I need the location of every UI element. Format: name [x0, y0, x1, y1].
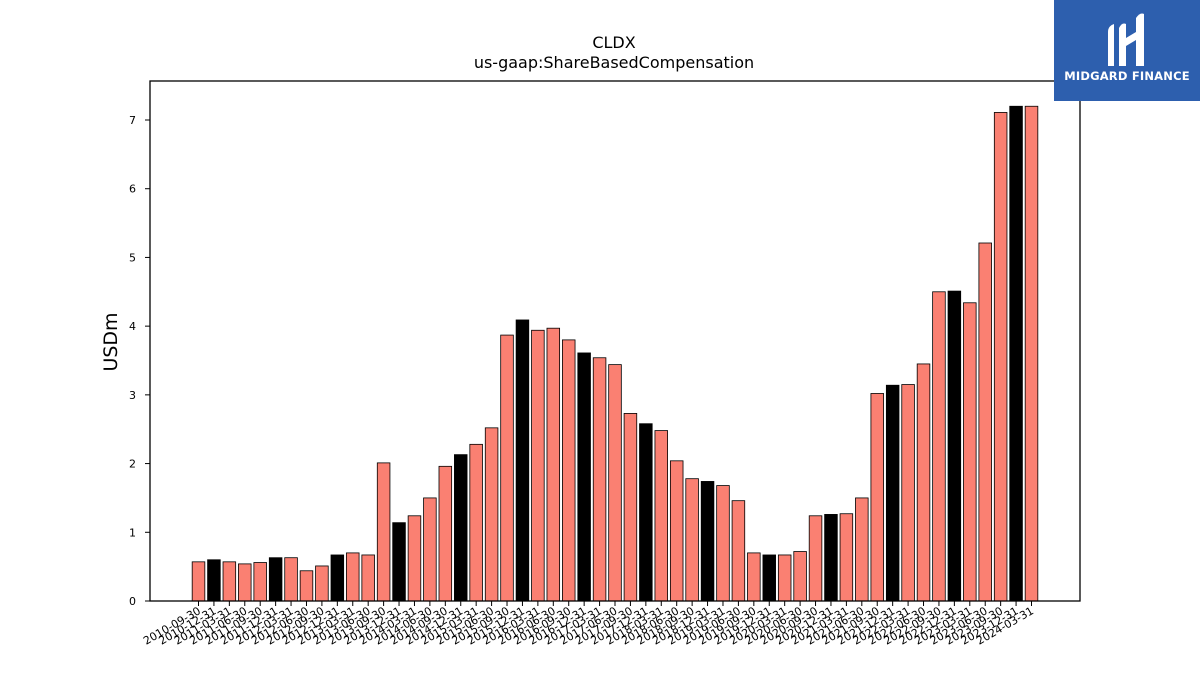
bar-2022-06-30 — [916, 363, 931, 602]
bar-2017-09-30 — [623, 413, 638, 602]
bar-2021-09-30 — [870, 393, 884, 602]
y-tick-label: 3 — [129, 389, 136, 402]
bar-2018-06-30 — [669, 460, 684, 602]
y-tick-label: 5 — [129, 251, 136, 264]
plot-frame — [149, 80, 1081, 602]
bar-2020-06-30 — [793, 551, 807, 602]
bar-2019-03-31 — [716, 485, 730, 602]
y-tick-label: 0 — [129, 595, 136, 608]
bar-2014-12-31 — [454, 454, 468, 602]
bar-2012-06-30 — [299, 570, 314, 602]
bar-2020-03-31 — [777, 554, 792, 602]
bar-2015-06-30 — [484, 427, 499, 602]
bar-2023-09-30 — [993, 112, 1008, 602]
midgard-logo-mark-icon — [1108, 13, 1144, 66]
bar-2021-03-31 — [839, 513, 854, 602]
bar-2018-09-30 — [685, 478, 699, 602]
bar-2014-03-31 — [407, 515, 422, 602]
bar-2012-12-31 — [330, 554, 345, 602]
bar-2010-09-30 — [191, 561, 206, 602]
logo-text: MIDGARD FINANCE — [1064, 69, 1190, 83]
bar-2016-06-30 — [546, 327, 561, 602]
bar-2013-06-30 — [361, 554, 375, 602]
chart-title: CLDX — [592, 33, 635, 52]
bar-2017-12-31 — [639, 423, 653, 602]
bar-2022-09-30 — [932, 291, 946, 602]
bar-2024-03-31 — [1024, 105, 1039, 602]
y-tick-label: 4 — [129, 320, 136, 333]
bar-2012-09-30 — [315, 565, 329, 602]
bar-2012-03-31 — [284, 557, 298, 602]
y-axis-ticks: 0 1 2 3 4 5 6 7 — [129, 114, 150, 608]
chart-subtitle: us-gaap:ShareBasedCompensation — [474, 53, 754, 72]
bar-2023-06-30 — [978, 242, 992, 602]
bar-2019-09-30 — [747, 552, 761, 602]
bar-2011-03-31 — [222, 561, 237, 602]
bar-2017-06-30 — [608, 364, 622, 602]
bar-2015-03-31 — [469, 443, 483, 602]
bar-2022-03-31 — [901, 384, 915, 602]
bar-2017-03-31 — [592, 357, 607, 602]
y-tick-label: 2 — [129, 458, 136, 471]
midgard-finance-logo: MIDGARD FINANCE — [1054, 0, 1200, 101]
bar-2014-09-30 — [438, 465, 453, 602]
bar-2018-03-31 — [654, 430, 669, 602]
bar-2018-12-31 — [700, 481, 715, 602]
bar-2016-03-31 — [531, 329, 545, 602]
bar-2021-06-30 — [855, 497, 869, 602]
y-tick-label: 6 — [129, 183, 136, 196]
bar-2010-12-31 — [207, 559, 221, 602]
bar-2021-12-31 — [885, 384, 900, 602]
bar-2023-12-31 — [1009, 105, 1023, 602]
bar-2023-03-31 — [963, 302, 977, 602]
bar-2016-09-30 — [562, 339, 576, 602]
bar-2015-12-31 — [515, 319, 530, 602]
bars-group — [191, 105, 1039, 602]
bar-2022-12-31 — [947, 290, 962, 602]
bar-2020-12-31 — [824, 514, 838, 602]
bar-2013-12-31 — [392, 522, 406, 602]
y-tick-label: 7 — [129, 114, 136, 127]
bar-2011-12-31 — [268, 557, 283, 602]
bar-2019-12-31 — [762, 554, 776, 602]
y-axis-label: USDm — [100, 312, 122, 371]
bar-2013-09-30 — [376, 462, 391, 602]
x-axis-ticks: 2010-09-302010-12-312011-03-312011-06-30… — [141, 601, 1036, 648]
bar-2011-06-30 — [238, 563, 252, 602]
bar-2016-12-31 — [577, 352, 591, 602]
bar-2015-09-30 — [500, 334, 514, 602]
bar-2013-03-31 — [346, 552, 360, 602]
bar-2020-09-30 — [808, 515, 823, 602]
bar-2014-06-30 — [423, 497, 437, 602]
bar-2011-09-30 — [253, 562, 267, 602]
y-tick-label: 1 — [129, 526, 136, 539]
bar-2019-06-30 — [731, 500, 746, 602]
